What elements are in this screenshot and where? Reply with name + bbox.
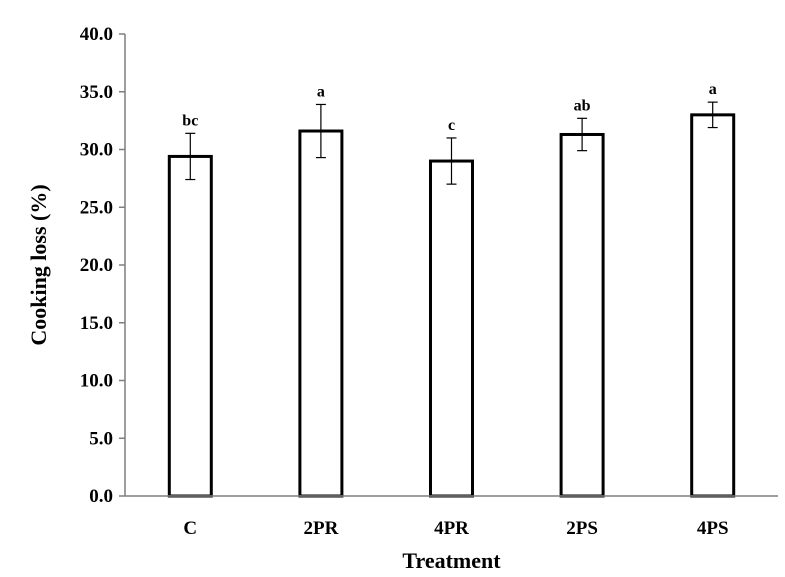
bar-2PR — [298, 129, 344, 498]
y-tick-label: 30.0 — [80, 140, 113, 161]
error-bar-C — [185, 132, 196, 181]
error-bar-4PR — [446, 137, 457, 185]
y-tick-label: 0.0 — [89, 486, 113, 507]
y-tick-label: 5.0 — [89, 428, 113, 449]
x-tick-label-4PR: 4PR — [434, 518, 469, 539]
x-tick-label-2PR: 2PR — [303, 518, 338, 539]
significance-letter-4PS: a — [709, 81, 717, 98]
x-tick-label-2PS: 2PS — [566, 518, 598, 539]
y-tick-label: 25.0 — [80, 197, 113, 218]
bars-group — [167, 113, 736, 498]
y-axis-title: Cooking loss (%) — [26, 184, 51, 345]
y-tick-label: 15.0 — [80, 313, 113, 334]
significance-letter-2PR: a — [317, 83, 325, 100]
significance-letter-4PR: c — [448, 117, 455, 134]
error-bar-2PS — [577, 117, 588, 152]
error-bar-4PS — [707, 101, 718, 129]
x-tick-label-C: C — [183, 518, 197, 539]
x-axis-tick-labels: C 2PR 4PR 2PS 4PS — [183, 518, 728, 539]
y-axis-ticks: 0.0 5.0 10.0 15.0 20.0 25.0 30.0 35.0 40.0 — [80, 24, 125, 507]
significance-letters-group: bc a c ab a — [182, 81, 716, 134]
bar-4PR — [429, 159, 474, 498]
y-tick-label: 10.0 — [80, 371, 113, 392]
significance-letter-2PS: ab — [574, 97, 591, 114]
y-tick-label: 20.0 — [80, 255, 113, 276]
significance-letter-C: bc — [182, 112, 198, 129]
error-bars-group — [185, 101, 718, 185]
y-tick-label: 40.0 — [80, 24, 113, 45]
bar-2PS — [559, 132, 605, 498]
x-tick-label-4PS: 4PS — [697, 518, 729, 539]
x-axis-title: Treatment — [402, 548, 501, 572]
error-bar-2PR — [315, 103, 326, 159]
y-tick-label: 35.0 — [80, 82, 113, 103]
bar-C — [167, 154, 213, 498]
bar-4PS — [690, 113, 736, 498]
